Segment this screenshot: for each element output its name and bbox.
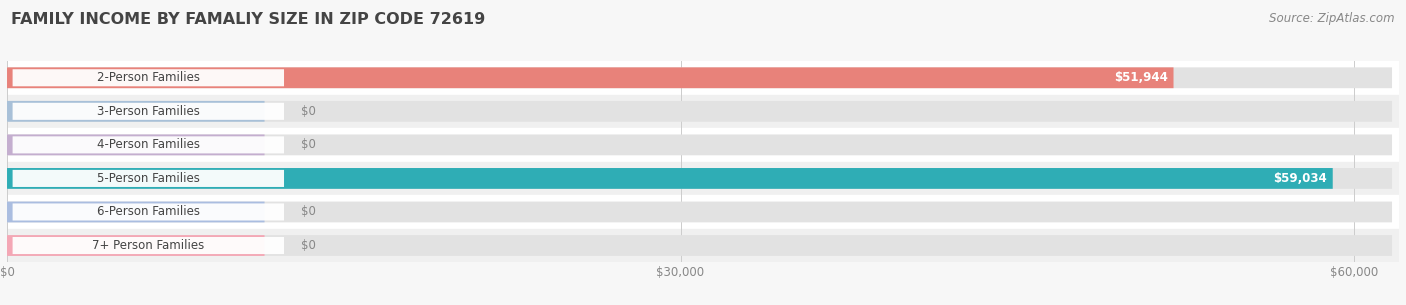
Bar bbox=[7, 195, 1399, 229]
FancyBboxPatch shape bbox=[7, 135, 264, 155]
Text: $51,944: $51,944 bbox=[1114, 71, 1168, 84]
FancyBboxPatch shape bbox=[7, 101, 264, 122]
Bar bbox=[7, 61, 1399, 95]
FancyBboxPatch shape bbox=[13, 170, 284, 187]
Text: $0: $0 bbox=[301, 206, 315, 218]
FancyBboxPatch shape bbox=[13, 203, 284, 221]
FancyBboxPatch shape bbox=[7, 67, 1392, 88]
Text: $0: $0 bbox=[301, 239, 315, 252]
Text: 2-Person Families: 2-Person Families bbox=[97, 71, 200, 84]
Text: 3-Person Families: 3-Person Families bbox=[97, 105, 200, 118]
Text: 4-Person Families: 4-Person Families bbox=[97, 138, 200, 151]
FancyBboxPatch shape bbox=[7, 202, 264, 222]
FancyBboxPatch shape bbox=[13, 103, 284, 120]
Bar bbox=[7, 128, 1399, 162]
Text: $59,034: $59,034 bbox=[1274, 172, 1327, 185]
Text: 5-Person Families: 5-Person Families bbox=[97, 172, 200, 185]
Text: 6-Person Families: 6-Person Families bbox=[97, 206, 200, 218]
FancyBboxPatch shape bbox=[7, 101, 1392, 122]
Text: FAMILY INCOME BY FAMALIY SIZE IN ZIP CODE 72619: FAMILY INCOME BY FAMALIY SIZE IN ZIP COD… bbox=[11, 12, 485, 27]
FancyBboxPatch shape bbox=[7, 235, 264, 256]
Text: 7+ Person Families: 7+ Person Families bbox=[93, 239, 204, 252]
FancyBboxPatch shape bbox=[7, 235, 1392, 256]
FancyBboxPatch shape bbox=[13, 136, 284, 153]
Bar bbox=[7, 95, 1399, 128]
FancyBboxPatch shape bbox=[7, 67, 1174, 88]
FancyBboxPatch shape bbox=[7, 202, 1392, 222]
Bar bbox=[7, 162, 1399, 195]
Text: $0: $0 bbox=[301, 105, 315, 118]
Bar bbox=[7, 229, 1399, 262]
FancyBboxPatch shape bbox=[13, 237, 284, 254]
FancyBboxPatch shape bbox=[7, 135, 1392, 155]
Text: Source: ZipAtlas.com: Source: ZipAtlas.com bbox=[1270, 12, 1395, 25]
FancyBboxPatch shape bbox=[7, 168, 1392, 189]
Text: $0: $0 bbox=[301, 138, 315, 151]
FancyBboxPatch shape bbox=[7, 168, 1333, 189]
FancyBboxPatch shape bbox=[13, 69, 284, 86]
